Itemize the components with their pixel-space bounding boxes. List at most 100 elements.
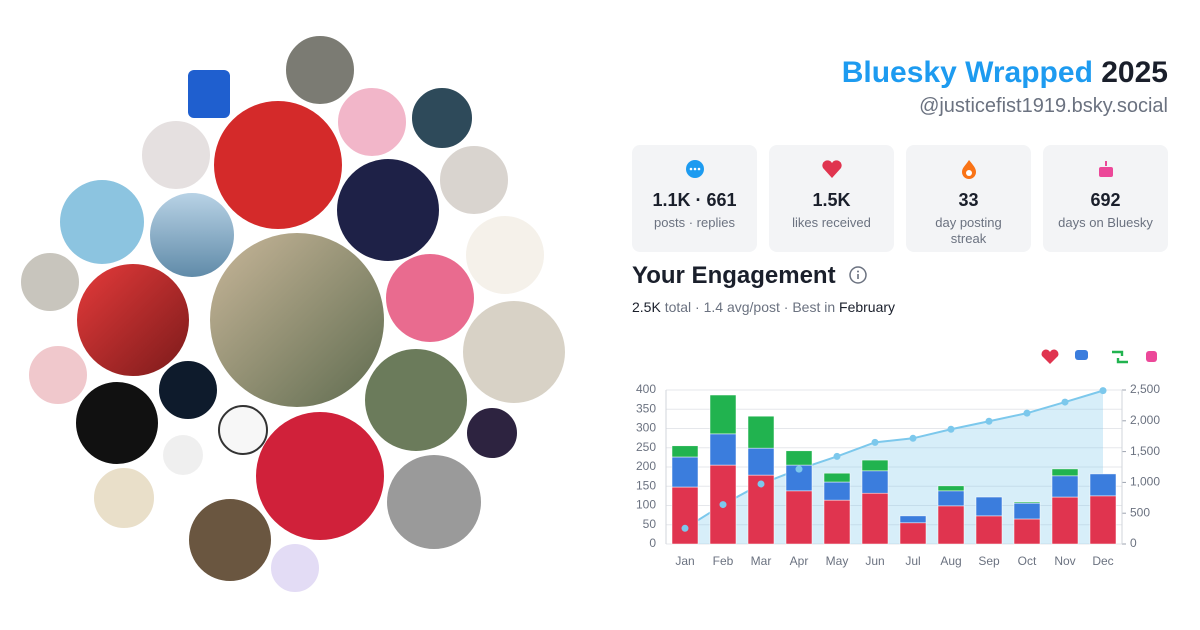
bar-segment — [823, 499, 851, 545]
stat-value: 1.5K — [812, 190, 851, 210]
legend-replies[interactable] — [1075, 350, 1088, 360]
y-tick-label: 0 — [649, 536, 656, 550]
line-point — [909, 434, 917, 442]
x-tick-label: Nov — [1054, 554, 1075, 568]
line-point — [1099, 387, 1107, 395]
stat-value: 1.1K · 661 — [652, 190, 737, 210]
line-point — [681, 524, 689, 532]
icon — [961, 160, 976, 179]
line-point — [719, 501, 727, 509]
y2-tick-label: 500 — [1130, 505, 1150, 519]
legend-quotes[interactable] — [1146, 351, 1157, 362]
line-point — [947, 425, 955, 433]
bar-segment — [1013, 501, 1041, 504]
icon — [821, 160, 842, 178]
x-tick-label: Jan — [675, 554, 694, 568]
y-tick-label: 400 — [636, 382, 656, 396]
stat-card: 33 day posting streak — [906, 145, 1031, 252]
y2-tick-label: 0 — [1130, 536, 1137, 550]
stat-card: 1.5K likes received — [769, 145, 894, 252]
x-tick-label: Dec — [1092, 554, 1113, 568]
stat-card: 692 days on Bluesky — [1043, 145, 1168, 252]
x-tick-label: Apr — [790, 554, 809, 568]
y-tick-label: 100 — [636, 498, 656, 512]
best-month: February — [839, 299, 896, 315]
line-point — [1061, 398, 1069, 406]
stat-label: day posting streak — [935, 215, 1002, 246]
bar-segment — [899, 522, 927, 545]
bar-segment — [1051, 496, 1079, 545]
x-tick-label: Aug — [940, 554, 961, 568]
stat-value: 33 — [958, 190, 979, 210]
x-tick-label: Jul — [905, 554, 920, 568]
section-title-text: Your Engagement — [632, 262, 836, 289]
x-tick-label: Mar — [751, 554, 772, 568]
avatar-cloud — [19, 34, 567, 594]
legend-reposts[interactable] — [1112, 350, 1128, 364]
bar-segment — [709, 394, 737, 435]
y-tick-label: 150 — [636, 478, 656, 492]
y2-tick-label: 1,500 — [1130, 444, 1160, 458]
line-point — [871, 438, 879, 446]
stat-label: posts · replies — [654, 215, 735, 230]
bar-segment — [1051, 468, 1079, 477]
line-point — [1023, 409, 1031, 417]
bar-segment — [785, 450, 813, 466]
bar-segment — [747, 415, 775, 449]
bar-segment — [975, 515, 1003, 545]
handle: @justicefist1919.bsky.social — [919, 95, 1168, 117]
bar-segment — [671, 456, 699, 488]
y2-tick-label: 2,000 — [1130, 413, 1160, 427]
y-tick-label: 200 — [636, 459, 656, 473]
stat-cards: 1.1K · 661 posts · replies 1.5K likes re… — [632, 145, 1168, 252]
x-tick-label: Oct — [1018, 554, 1037, 568]
summary: 2.5K total · 1.4 avg/post · Best in Febr… — [632, 299, 895, 315]
title: Bluesky Wrapped 2025 — [842, 56, 1168, 90]
bar-segment — [975, 496, 1003, 517]
bar-segment — [1013, 518, 1041, 545]
bar-segment — [671, 445, 699, 458]
line-point — [985, 417, 993, 425]
bar-segment — [861, 459, 889, 472]
line-point — [833, 452, 841, 460]
bar-segment — [785, 490, 813, 545]
icon — [1098, 161, 1113, 177]
icon — [685, 160, 704, 178]
bar-segment — [671, 486, 699, 545]
bar-segment — [823, 481, 851, 501]
bar-segment — [861, 492, 889, 545]
summary-text: total · 1.4 avg/post · Best in — [660, 299, 840, 315]
y-tick-label: 250 — [636, 440, 656, 454]
avatars — [19, 34, 567, 594]
title-year: 2025 — [1101, 56, 1168, 89]
bar-segment — [937, 505, 965, 545]
stat-value: 692 — [1090, 190, 1121, 210]
bar-segment — [937, 490, 965, 507]
legend-likes[interactable] — [1041, 349, 1059, 364]
x-tick-label: Sep — [978, 554, 1000, 568]
total: 2.5K — [632, 299, 661, 315]
line-point — [757, 480, 765, 488]
stat-label: days on Bluesky — [1058, 215, 1153, 230]
bar-segment — [1089, 495, 1117, 545]
bar-segment — [1013, 502, 1041, 520]
line-point — [795, 465, 803, 473]
title-text: Bluesky Wrapped — [841, 56, 1093, 89]
x-tick-label: May — [826, 554, 849, 568]
stat-label: likes received — [792, 215, 871, 230]
y2-tick-label: 1,000 — [1130, 475, 1160, 489]
section-title: Your Engagement — [632, 262, 868, 290]
x-tick-label: Jun — [865, 554, 884, 568]
y2-tick-label: 2,500 — [1130, 382, 1160, 396]
bar-segment — [937, 485, 965, 492]
x-tick-label: Feb — [713, 554, 734, 568]
bar-segment — [1089, 473, 1117, 497]
bar-segment — [1051, 475, 1079, 498]
info-icon[interactable] — [848, 265, 868, 285]
stat-card: 1.1K · 661 posts · replies — [632, 145, 757, 252]
y-tick-label: 50 — [643, 517, 657, 531]
bar-segment — [823, 472, 851, 483]
bar-segment — [747, 447, 775, 476]
bar-segment — [861, 470, 889, 494]
